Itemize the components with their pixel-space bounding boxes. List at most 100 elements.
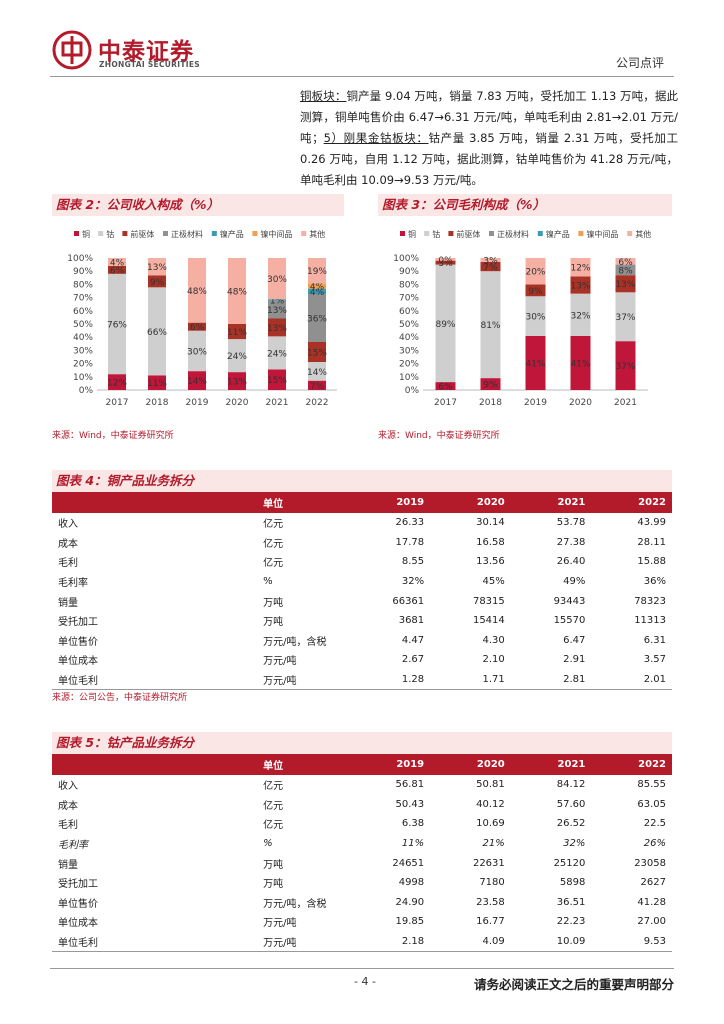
table-cell: 32% bbox=[563, 838, 586, 850]
table-cell: 19.85 bbox=[395, 916, 425, 928]
table-cell: 3681 bbox=[398, 615, 425, 627]
zhongtai-logo-icon bbox=[52, 30, 92, 70]
table-cell: 22.5 bbox=[643, 818, 666, 830]
x-tick-label: 2019 bbox=[524, 398, 547, 408]
table-row: 毛利 亿元 8.55 13.56 26.40 15.88 bbox=[52, 552, 672, 572]
legend-swatch bbox=[448, 231, 454, 236]
x-tick-label: 2019 bbox=[186, 398, 209, 408]
bar-segment bbox=[108, 273, 126, 375]
table-cell: 2627 bbox=[640, 877, 666, 889]
data-label: 4% bbox=[310, 288, 325, 298]
table-cell: 1.28 bbox=[349, 669, 431, 691]
bar-segment bbox=[570, 258, 591, 277]
bar-segment bbox=[228, 372, 246, 390]
table-cell: 10.69 bbox=[476, 818, 505, 830]
y-tick-label: 100% bbox=[393, 254, 419, 264]
bar-segment bbox=[148, 375, 166, 390]
bar-segment bbox=[228, 339, 246, 373]
table-cell: 85.55 bbox=[637, 779, 666, 791]
data-label: 24% bbox=[227, 352, 247, 362]
bar-segment bbox=[435, 264, 456, 383]
legend-label: 前驱体 bbox=[130, 229, 154, 239]
data-label: 41% bbox=[570, 359, 590, 369]
data-label: 30% bbox=[525, 313, 545, 323]
legend-swatch bbox=[627, 231, 633, 236]
bar-segment bbox=[308, 294, 326, 342]
table-cell: 毛利 bbox=[58, 558, 78, 570]
data-label: 8% bbox=[618, 266, 633, 276]
data-label: 6% bbox=[438, 383, 453, 393]
bar-segment bbox=[615, 275, 636, 293]
data-label: 48% bbox=[227, 288, 247, 298]
table-cell: 22631 bbox=[472, 857, 505, 869]
table-cell: 单位毛利 bbox=[52, 931, 258, 953]
bar-segment bbox=[148, 287, 166, 376]
table-cell: 78323 bbox=[634, 595, 666, 607]
table-cell: 万吨 bbox=[263, 597, 284, 609]
table-cell: 亿元 bbox=[263, 800, 284, 812]
bar-segment bbox=[108, 374, 126, 390]
bar-segment bbox=[525, 258, 546, 285]
bar-segment bbox=[268, 299, 286, 301]
data-label: 3% bbox=[483, 256, 498, 266]
table-cell: 成本 bbox=[58, 800, 78, 812]
table-row: 毛利率% 32% 45% 49% 36% bbox=[52, 572, 672, 592]
y-tick-label: 20% bbox=[399, 360, 419, 370]
data-label: 12% bbox=[570, 264, 590, 274]
table-cell: 4.09 bbox=[430, 931, 511, 953]
table-cell: 15.88 bbox=[637, 556, 666, 568]
table-cell: 毛利率 bbox=[58, 840, 88, 852]
table-row: 收入 亿元 56.81 50.81 84.12 85.55 bbox=[52, 775, 672, 795]
copy-segment-label: 铜板块： bbox=[300, 89, 347, 103]
y-tick-label: 70% bbox=[73, 294, 93, 304]
x-tick-label: 2018 bbox=[479, 398, 502, 408]
bar-segment bbox=[188, 322, 206, 331]
table-cell: 49% bbox=[563, 576, 586, 588]
column-header bbox=[52, 754, 258, 775]
table-cell: 11313 bbox=[634, 615, 666, 627]
fig2-title: 图表 2：公司收入构成（%） bbox=[52, 194, 344, 216]
data-label: 11% bbox=[147, 379, 167, 389]
y-tick-label: 10% bbox=[399, 373, 419, 383]
legend-label: 其他 bbox=[309, 229, 325, 239]
table-cell: 30.14 bbox=[476, 517, 505, 529]
bar-segment bbox=[268, 369, 286, 390]
y-tick-label: 100% bbox=[67, 254, 93, 264]
table-cell: 78315 bbox=[472, 595, 505, 607]
table-cell: 45% bbox=[482, 576, 505, 588]
table-cell: 27.00 bbox=[637, 916, 666, 928]
data-label: 24% bbox=[267, 349, 287, 359]
data-label: 37% bbox=[615, 313, 635, 323]
column-header: 2022 bbox=[591, 754, 672, 775]
data-label: 14% bbox=[307, 368, 327, 378]
data-label: 41% bbox=[525, 359, 545, 369]
table-cell: 2.01 bbox=[591, 669, 672, 691]
y-tick-label: 50% bbox=[73, 320, 93, 330]
data-label: 32% bbox=[570, 311, 590, 321]
fig3-title: 图表 3：公司毛利构成（%） bbox=[378, 194, 672, 216]
table-cell: 单位售价 bbox=[58, 636, 98, 648]
table-cell: 16.77 bbox=[476, 916, 505, 928]
column-header: 单位 bbox=[257, 754, 350, 775]
y-tick-label: 40% bbox=[399, 333, 419, 343]
y-tick-label: 20% bbox=[73, 360, 93, 370]
body-paragraph: 铜板块：铜产量 9.04 万吨，销量 7.83 万吨，受托加工 1.13 万吨，… bbox=[300, 86, 678, 191]
cobalt-segment-text: 钴产量 3.85 万吨，销量 2.31 万吨，受托加工 0.26 万吨，自用 1… bbox=[300, 131, 678, 187]
y-tick-label: 90% bbox=[399, 267, 419, 277]
data-label: 13% bbox=[147, 263, 167, 273]
table-row: 销量 万吨 24651 22631 25120 23058 bbox=[52, 853, 672, 873]
table-cell: 50.43 bbox=[395, 798, 425, 810]
legend-swatch bbox=[400, 231, 405, 236]
data-label: 36% bbox=[307, 315, 327, 325]
bar-segment bbox=[308, 380, 326, 390]
table-cell: 4998 bbox=[398, 877, 425, 889]
bar-segment bbox=[268, 300, 286, 319]
bar-segment bbox=[188, 258, 206, 323]
table-cell: 43.99 bbox=[637, 517, 666, 529]
table-cell: 毛利率 bbox=[58, 578, 88, 590]
cobalt-business-table: 单位 2019 2020 2021 2022 收入 亿元 56.81 50.81 84.12 85.… bbox=[52, 754, 672, 953]
legend-label: 镍产品 bbox=[546, 229, 570, 239]
table-cell: 销量 bbox=[58, 597, 78, 609]
column-header: 2020 bbox=[430, 754, 511, 775]
bar-segment bbox=[480, 261, 501, 272]
